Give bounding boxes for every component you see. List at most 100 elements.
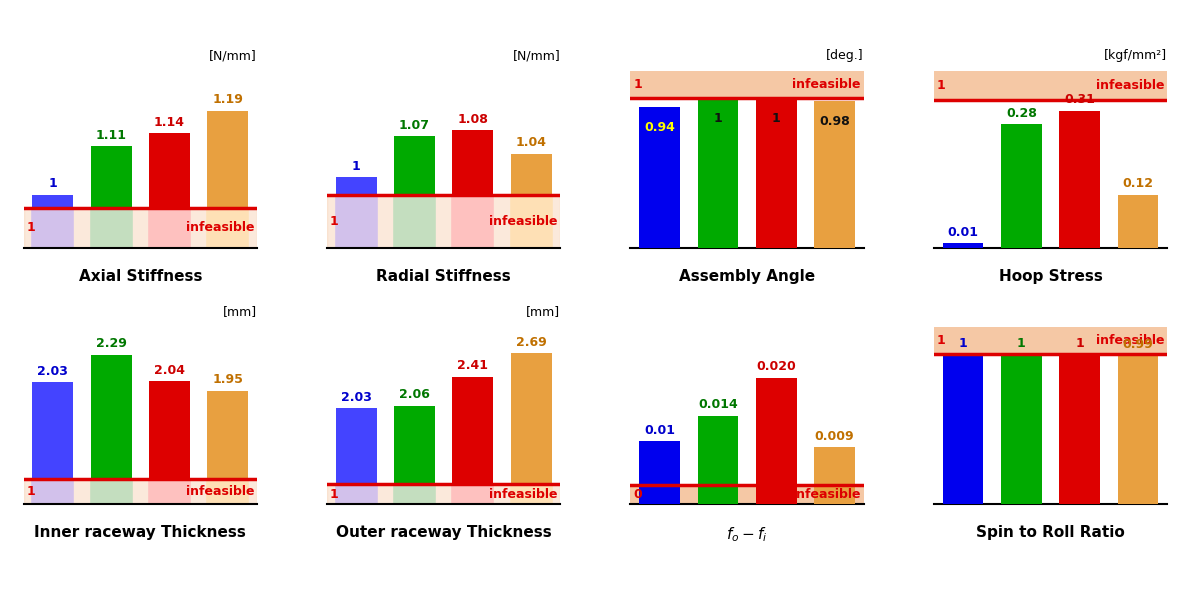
Bar xyxy=(815,101,855,248)
Text: 0.94: 0.94 xyxy=(644,121,676,134)
Bar xyxy=(208,111,249,208)
Text: 2.29: 2.29 xyxy=(95,337,126,350)
Bar xyxy=(24,479,257,504)
Bar xyxy=(336,408,376,484)
Text: 0.020: 0.020 xyxy=(757,361,796,374)
Bar xyxy=(756,98,797,248)
Bar xyxy=(394,406,435,484)
Bar xyxy=(327,195,560,248)
Text: 1: 1 xyxy=(959,337,967,350)
Text: Outer raceway Thickness: Outer raceway Thickness xyxy=(336,525,552,540)
Text: 1: 1 xyxy=(26,485,35,498)
Bar xyxy=(1059,354,1100,504)
Text: 1: 1 xyxy=(772,112,780,125)
Text: 1: 1 xyxy=(1075,337,1084,350)
Text: Axial Stiffness: Axial Stiffness xyxy=(79,269,202,284)
Bar xyxy=(208,479,249,504)
Bar xyxy=(453,130,493,195)
Bar xyxy=(453,377,493,484)
Bar xyxy=(1001,354,1042,504)
Bar xyxy=(90,208,133,248)
Bar xyxy=(698,416,738,504)
Text: 2.03: 2.03 xyxy=(38,365,68,378)
Bar xyxy=(149,133,190,208)
Text: 1.04: 1.04 xyxy=(515,136,547,149)
Text: Radial Stiffness: Radial Stiffness xyxy=(376,269,511,284)
Bar xyxy=(511,353,552,484)
Text: 1.95: 1.95 xyxy=(212,374,243,387)
Bar xyxy=(452,484,494,504)
Bar xyxy=(631,485,864,504)
Bar xyxy=(32,195,73,208)
Bar xyxy=(942,244,983,248)
Bar xyxy=(149,381,190,479)
Bar xyxy=(511,484,552,504)
Text: infeasible: infeasible xyxy=(185,485,253,498)
Text: 2.04: 2.04 xyxy=(154,364,185,377)
Bar xyxy=(698,98,738,248)
Text: Assembly Angle: Assembly Angle xyxy=(679,269,815,284)
Bar xyxy=(206,479,250,504)
Bar xyxy=(1059,111,1100,248)
Bar xyxy=(149,479,190,504)
Bar xyxy=(394,195,435,248)
Bar xyxy=(147,479,191,504)
Text: 1: 1 xyxy=(330,487,338,500)
Text: infeasible: infeasible xyxy=(489,487,558,500)
Text: 2.41: 2.41 xyxy=(457,359,488,372)
Bar xyxy=(511,154,552,195)
Bar xyxy=(32,479,73,504)
Bar xyxy=(453,195,493,248)
Bar xyxy=(208,391,249,479)
Bar xyxy=(511,195,552,248)
Text: infeasible: infeasible xyxy=(185,221,253,234)
Text: 0.98: 0.98 xyxy=(819,115,850,128)
Bar xyxy=(24,208,257,248)
Bar xyxy=(942,354,983,504)
Text: 1: 1 xyxy=(937,334,946,347)
Bar xyxy=(32,208,73,248)
Bar xyxy=(335,484,377,504)
Bar xyxy=(336,177,376,195)
Bar xyxy=(509,484,553,504)
Text: 0.31: 0.31 xyxy=(1065,94,1095,107)
Text: 1.08: 1.08 xyxy=(457,113,488,126)
Bar xyxy=(91,355,132,479)
Bar xyxy=(639,441,680,504)
Text: 1: 1 xyxy=(937,79,946,92)
Bar xyxy=(639,107,680,248)
Text: [N/mm]: [N/mm] xyxy=(209,49,257,62)
Text: 0.01: 0.01 xyxy=(948,226,979,239)
Text: 0.28: 0.28 xyxy=(1006,107,1036,120)
Bar xyxy=(394,484,435,504)
Bar xyxy=(453,484,493,504)
Bar xyxy=(91,208,132,248)
Text: 0: 0 xyxy=(633,488,643,501)
Text: Inner raceway Thickness: Inner raceway Thickness xyxy=(34,525,246,540)
Bar xyxy=(393,484,436,504)
Text: 2.69: 2.69 xyxy=(516,336,547,349)
Text: [kgf/mm²]: [kgf/mm²] xyxy=(1104,49,1167,62)
Bar xyxy=(149,208,190,248)
Bar xyxy=(327,484,560,504)
Text: infeasible: infeasible xyxy=(792,488,861,501)
Text: 1: 1 xyxy=(713,112,723,125)
Text: 2.03: 2.03 xyxy=(341,391,371,404)
Text: 1: 1 xyxy=(1017,337,1026,350)
Text: 1.11: 1.11 xyxy=(95,129,126,142)
Bar xyxy=(208,208,249,248)
Text: [mm]: [mm] xyxy=(526,305,560,318)
Bar xyxy=(394,136,435,195)
Bar xyxy=(934,327,1167,354)
Bar xyxy=(91,479,132,504)
Text: infeasible: infeasible xyxy=(792,78,861,91)
Bar xyxy=(336,195,376,248)
Bar xyxy=(147,208,191,248)
Text: Hoop Stress: Hoop Stress xyxy=(999,269,1102,284)
Bar xyxy=(934,71,1167,100)
Text: [deg.]: [deg.] xyxy=(826,49,864,62)
Bar xyxy=(393,195,436,248)
Bar xyxy=(91,146,132,208)
Bar xyxy=(1118,356,1159,504)
Bar xyxy=(1118,195,1159,248)
